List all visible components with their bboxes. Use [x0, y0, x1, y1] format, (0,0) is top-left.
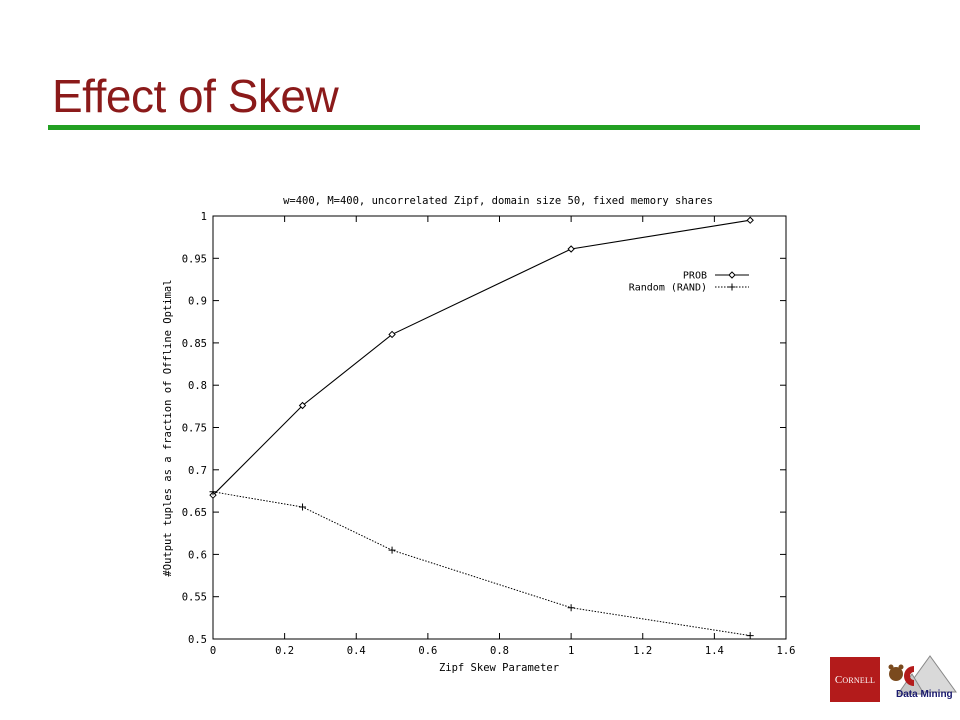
- data-point: [209, 488, 217, 496]
- y-tick-label: 0.7: [188, 465, 207, 477]
- data-point: [298, 401, 307, 410]
- legend-label: Random (RAND): [629, 283, 707, 294]
- series-prob: [209, 216, 754, 499]
- x-axis-label: Zipf Skew Parameter: [439, 662, 559, 674]
- x-tick-label: 1: [568, 645, 574, 657]
- series-line: [212, 491, 751, 637]
- data-point: [746, 216, 754, 224]
- x-tick-label: 0: [210, 645, 216, 657]
- data-point: [388, 330, 396, 339]
- legend-label: PROB: [683, 271, 707, 282]
- y-tick-label: 0.9: [188, 296, 207, 308]
- data-mining-logo: [888, 655, 957, 695]
- slide-title: Effect of Skew: [52, 70, 339, 122]
- x-tick-label: 0.6: [418, 645, 437, 657]
- x-tick-label: 0.4: [347, 645, 366, 657]
- y-tick-label: 0.75: [182, 423, 207, 435]
- y-tick-label: 0.65: [182, 507, 207, 519]
- y-tick-label: 0.5: [188, 634, 207, 646]
- y-axis-label: #Output tuples as a fraction of Offline …: [162, 279, 174, 576]
- data-point: [746, 632, 754, 640]
- y-tick-label: 0.95: [182, 253, 207, 265]
- y-tick-label: 0.8: [188, 380, 207, 392]
- x-tick-label: 1.4: [705, 645, 724, 657]
- chart-title: w=400, M=400, uncorrelated Zipf, domain …: [283, 195, 713, 207]
- y-tick-label: 0.85: [182, 338, 207, 350]
- data-point: [567, 245, 575, 253]
- data-mining-label: Data Mining: [896, 689, 953, 700]
- x-tick-label: 1.6: [777, 645, 796, 657]
- data-point: [567, 604, 575, 612]
- legend-marker: [728, 271, 736, 279]
- legend-marker: [728, 283, 736, 291]
- series-rand: [209, 488, 754, 640]
- title-divider: [48, 125, 920, 130]
- y-tick-label: 0.55: [182, 592, 207, 604]
- data-point: [299, 503, 307, 511]
- x-tick-label: 0.2: [275, 645, 294, 657]
- x-tick-label: 1.2: [633, 645, 652, 657]
- data-point: [388, 546, 396, 554]
- x-tick-label: 0.8: [490, 645, 509, 657]
- y-tick-label: 0.6: [188, 549, 207, 561]
- series-line: [212, 219, 751, 496]
- cornell-logo: Cornell: [830, 657, 880, 702]
- y-tick-label: 1: [201, 211, 207, 223]
